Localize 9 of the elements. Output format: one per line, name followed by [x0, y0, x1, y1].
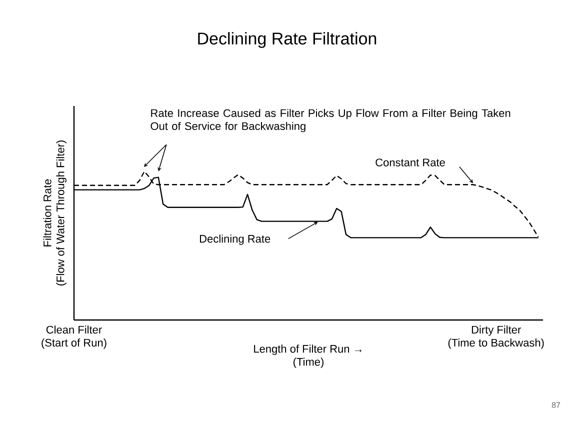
series-label: Declining Rate: [200, 234, 270, 245]
y-axis-title: Filtration Rate (Flow of Water Through Filter): [43, 140, 66, 286]
text: Rate Increase Caused as Filter Picks Up Flow From a Filter Being Taken Out of Service for Backwashing: [150, 108, 510, 132]
text: 87: [552, 402, 560, 408]
chart-title: Declining Rate Filtration: [198, 32, 376, 48]
series-label: Constant Rate: [376, 158, 445, 166]
x-tick-label: Clean Filter (Start of Run): [42, 326, 106, 349]
x-axis-title: Length of Filter Run → (Time): [254, 344, 362, 368]
x-tick-label: Dirty Filter (Time to Backwash): [448, 326, 544, 349]
